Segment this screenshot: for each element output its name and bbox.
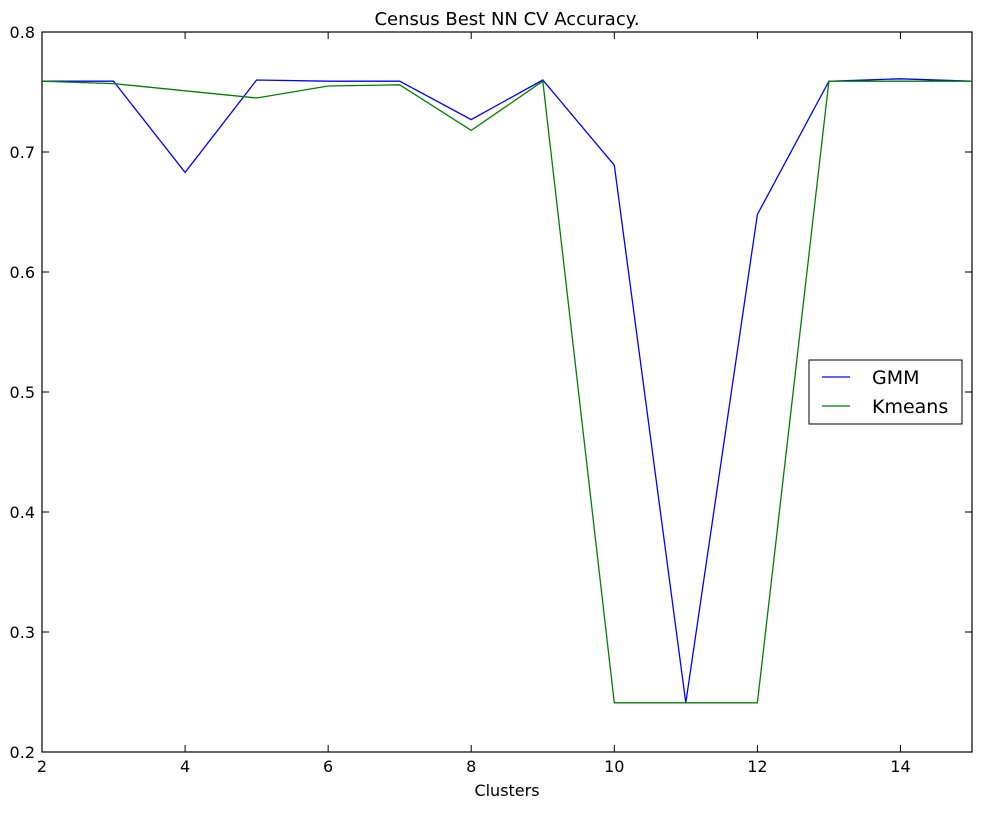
y-tick-label: 0.7	[10, 143, 35, 162]
legend-label-gmm: GMM	[872, 367, 920, 389]
x-tick-label: 10	[604, 757, 624, 776]
chart-title: Census Best NN CV Accuracy.	[374, 9, 639, 30]
y-tick-label: 0.2	[10, 743, 35, 762]
y-tick-label: 0.8	[10, 23, 35, 42]
x-tick-label: 8	[466, 757, 476, 776]
y-tick-label: 0.5	[10, 383, 35, 402]
y-tick-label: 0.6	[10, 263, 35, 282]
x-tick-label: 12	[747, 757, 767, 776]
ticks-layer: 2 4 6 8 10 12 14 0.2 0.3 0.4 0.5 0.6 0.7 0.8	[10, 23, 972, 776]
x-tick-label: 6	[323, 757, 333, 776]
series-line-gmm	[42, 78, 973, 703]
series-layer	[41, 78, 973, 704]
x-axis-label: Clusters	[474, 781, 539, 800]
x-tick-label: 2	[37, 757, 47, 776]
y-tick-label: 0.4	[10, 503, 35, 522]
legend-label-kmeans: Kmeans	[872, 396, 948, 418]
legend-box	[808, 359, 963, 425]
x-tick-label: 14	[890, 757, 910, 776]
legend: GMM Kmeans	[808, 359, 963, 425]
y-tick-label: 0.3	[10, 623, 35, 642]
series-line-kmeans	[41, 80, 972, 704]
x-tick-label: 4	[180, 757, 190, 776]
